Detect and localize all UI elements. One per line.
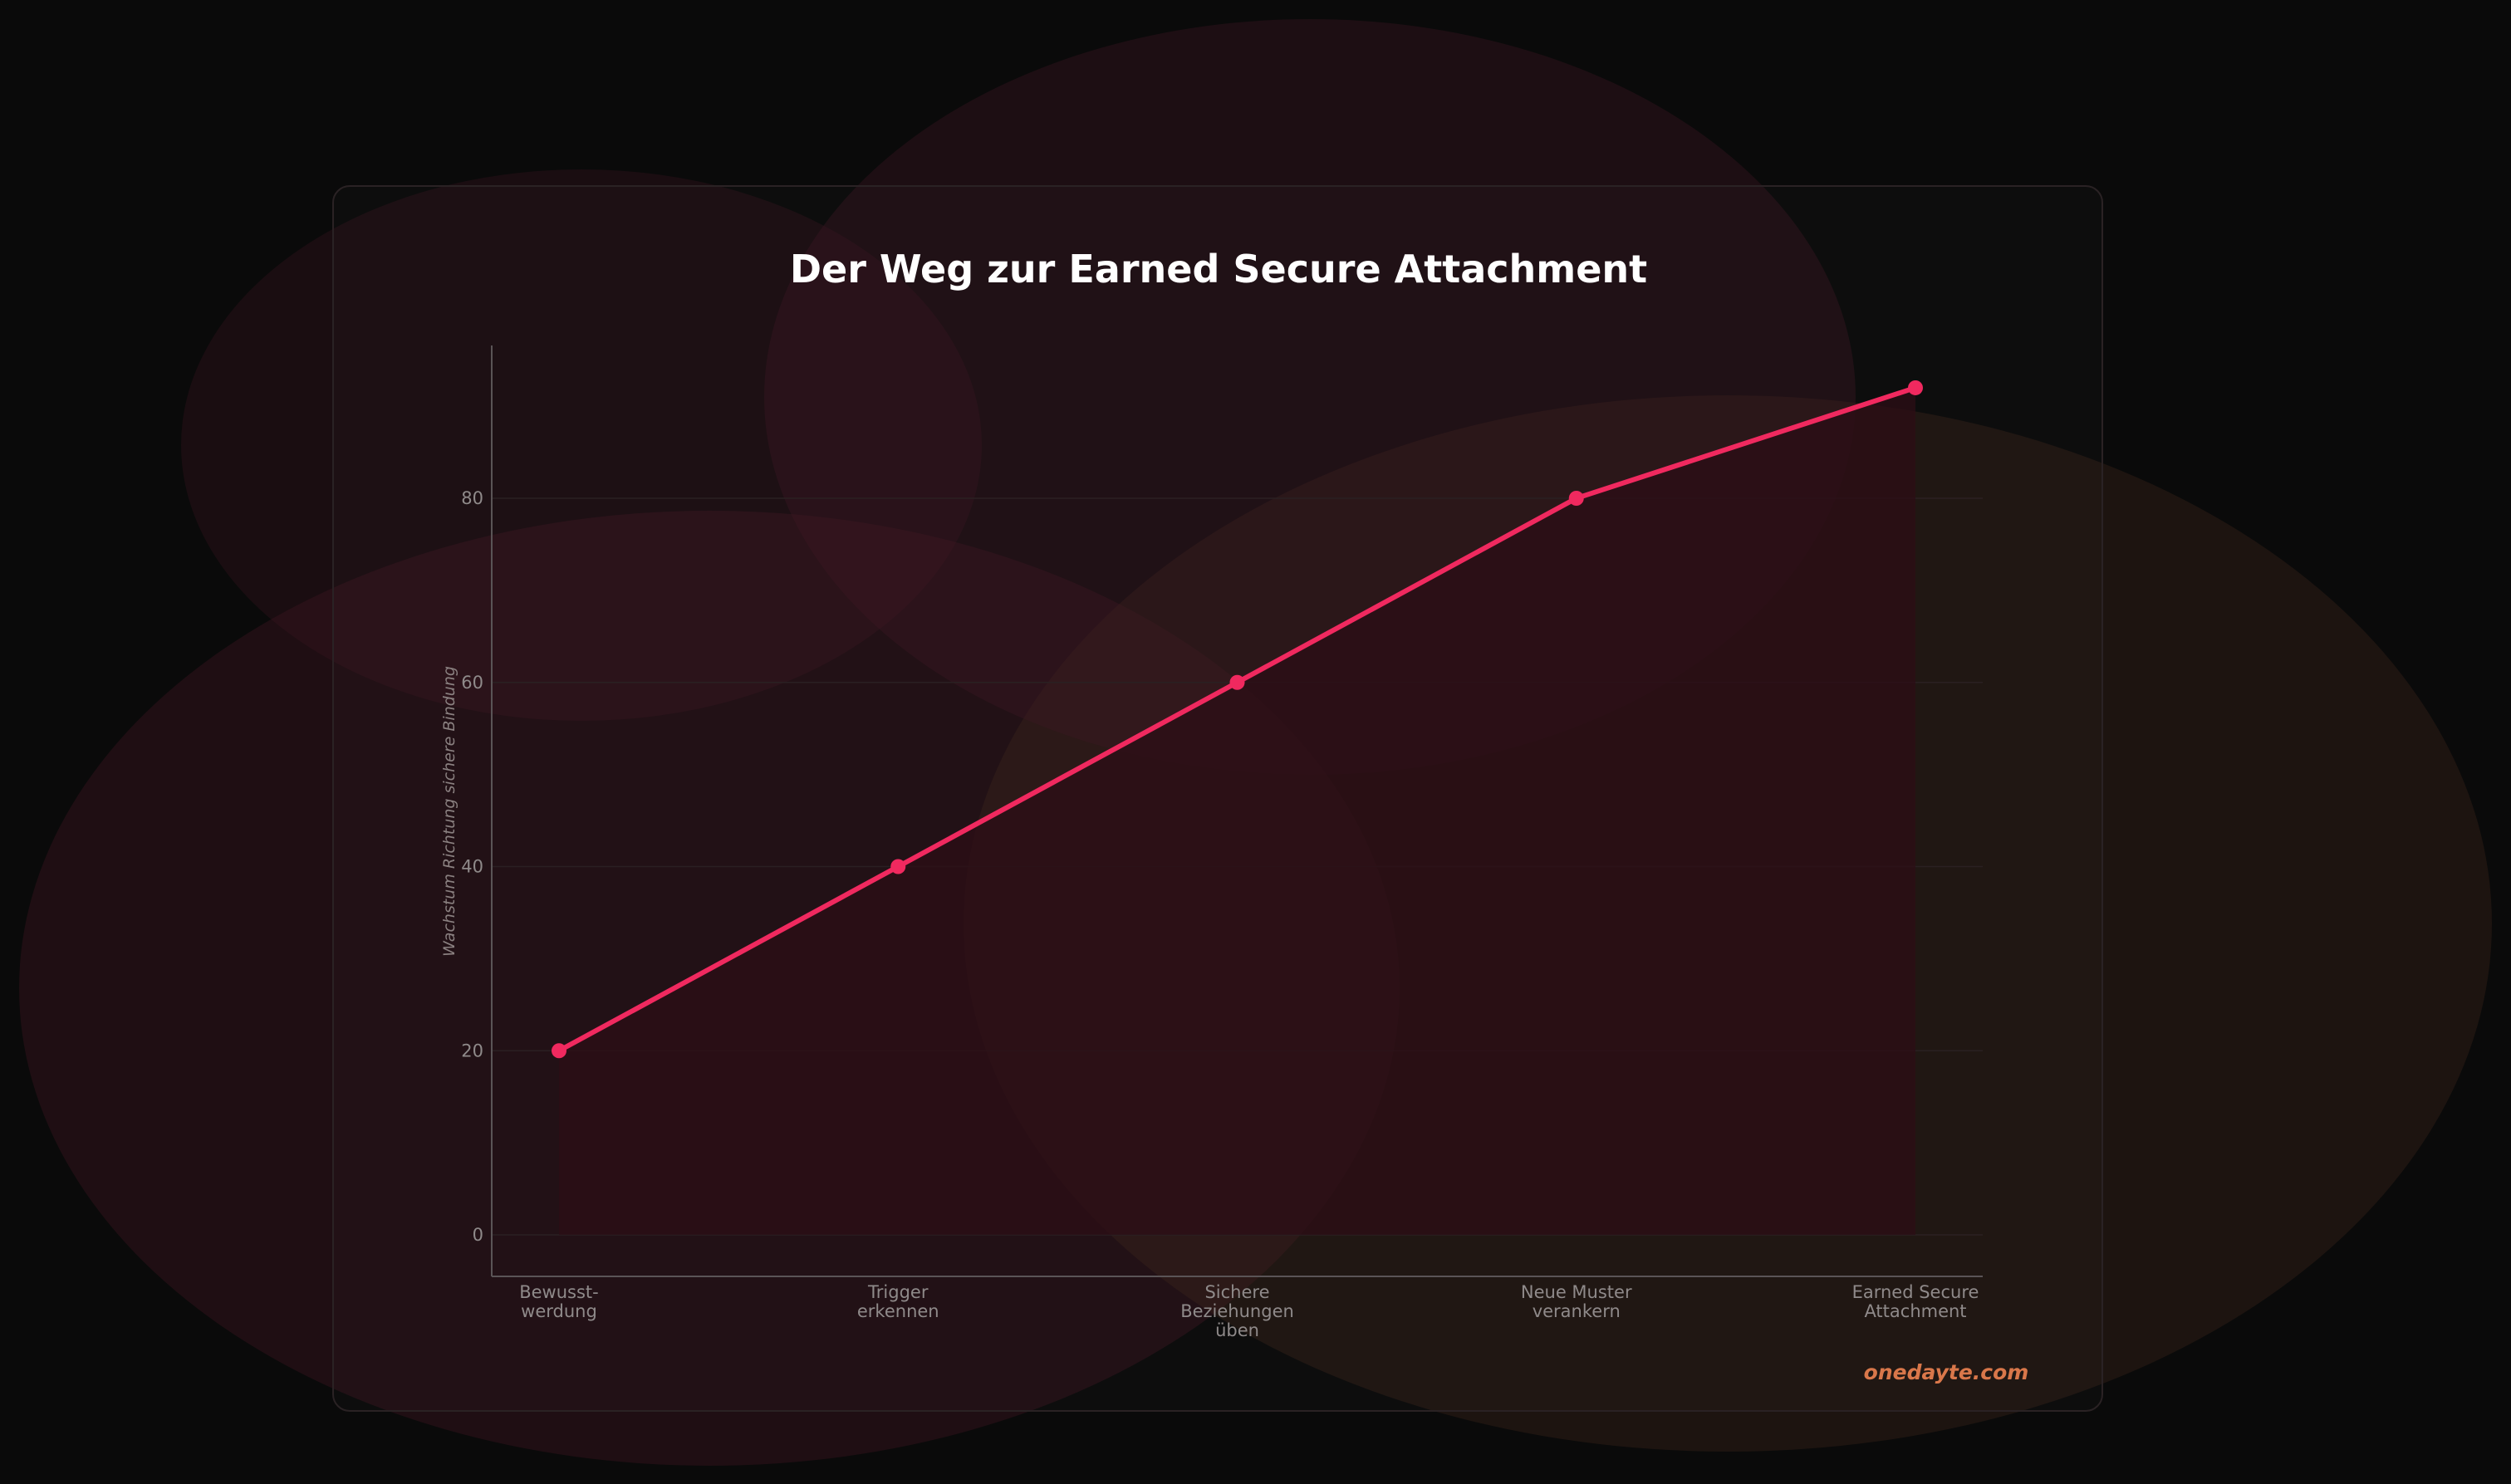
y-tick-label: 20 (461, 1041, 483, 1060)
x-tick-label: Bewusst- (519, 1282, 599, 1302)
y-tick-label: 60 (461, 673, 483, 693)
chart-title: Der Weg zur Earned Secure Attachment (790, 247, 1647, 291)
x-tick-label: Trigger (867, 1282, 929, 1302)
x-tick-label: Attachment (1864, 1301, 1966, 1321)
y-tick-label: 40 (461, 857, 483, 877)
x-tick-label: werdung (521, 1301, 597, 1321)
x-tick-label: Sichere (1204, 1282, 1269, 1302)
chart-card (332, 185, 2103, 1412)
y-tick-label: 0 (473, 1225, 483, 1245)
data-points (552, 380, 1923, 1059)
x-tick-label: verankern (1533, 1301, 1621, 1321)
data-point (890, 859, 906, 874)
y-tick-labels: 0 20 40 60 80 (461, 488, 483, 1245)
data-point (1229, 674, 1245, 690)
y-tick-label: 80 (461, 488, 483, 508)
x-tick-label: erkennen (857, 1301, 939, 1321)
data-point (552, 1043, 566, 1059)
x-tick-label: Earned Secure (1852, 1282, 1979, 1302)
area-fill (559, 387, 1915, 1235)
blob (181, 169, 982, 721)
y-axis-label: Wachstum Richtung sichere Bindung (440, 666, 459, 957)
x-tick-label: Beziehungen (1180, 1301, 1294, 1321)
data-point (1568, 491, 1584, 506)
data-point (1908, 380, 1923, 395)
x-tick-label: Neue Muster (1521, 1282, 1632, 1302)
watermark: onedayte.com (1864, 1360, 2029, 1384)
x-tick-label: üben (1215, 1320, 1259, 1340)
